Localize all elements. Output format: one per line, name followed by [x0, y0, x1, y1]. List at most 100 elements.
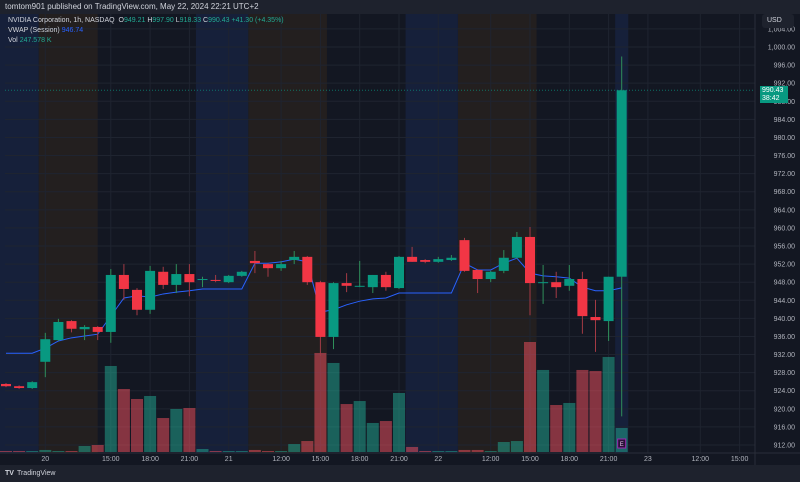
candle-body [249, 260, 260, 264]
volume-bar [262, 451, 274, 452]
candle [145, 265, 156, 314]
volume-value: 247.578 K [19, 37, 52, 44]
candle-body [341, 283, 352, 286]
candle-body [315, 282, 326, 337]
candle [197, 276, 208, 288]
high-label: H [147, 17, 153, 24]
tradingview-logo[interactable]: TV [5, 470, 14, 477]
volume-bar [288, 444, 301, 452]
time-tick-label: 12:00 [692, 456, 710, 463]
candle [184, 264, 195, 297]
price-tick-label: 964.00 [774, 207, 796, 214]
candle [105, 269, 116, 343]
volume-bar [275, 451, 288, 452]
candle [407, 246, 418, 262]
candle-body [53, 321, 64, 341]
candle [525, 227, 535, 316]
tradingview-brand[interactable]: TradingView [16, 470, 56, 477]
price-tick-label: 940.00 [774, 316, 796, 323]
vwap-label[interactable]: VWAP (Session) [8, 27, 60, 34]
volume-bar [13, 451, 26, 452]
price-tick-label: 928.00 [774, 370, 796, 377]
candle [40, 332, 51, 378]
volume-bar [144, 395, 157, 452]
candle [459, 237, 470, 272]
volume-bar [52, 451, 65, 452]
candle-body [276, 264, 287, 269]
price-tick-label: 912.00 [774, 443, 796, 450]
price-tick-label: 996.00 [774, 63, 796, 70]
volume-bar [327, 362, 340, 452]
candle [66, 320, 77, 333]
candle-body [197, 279, 208, 281]
candle-body [302, 256, 313, 283]
candle-body [459, 240, 470, 271]
candle-body [328, 283, 339, 337]
candle [380, 271, 391, 291]
time-tick-label: 15:00 [312, 456, 330, 463]
currency-button[interactable]: USD [762, 14, 794, 28]
candle-body [210, 279, 221, 281]
candle [1, 383, 11, 388]
candle-body [511, 236, 522, 258]
candle-body [132, 289, 142, 310]
price-tick-label: 920.00 [774, 406, 796, 413]
ohlc-row: NVIDIA Corporation, 1h, NASDAQ O949.21 H… [8, 16, 284, 26]
candle-body [158, 271, 169, 285]
candle [446, 255, 457, 261]
last-price: 990.43 [762, 87, 784, 94]
price-tick-label: 948.00 [774, 280, 796, 287]
candle [27, 381, 38, 389]
volume-bar [340, 404, 353, 452]
price-tick-label: 936.00 [774, 334, 796, 341]
volume-bar [209, 451, 222, 452]
volume-bar [432, 451, 445, 452]
price-tick-label: 984.00 [774, 117, 796, 124]
volume-bar [196, 448, 209, 452]
footer: TV TradingView [0, 465, 800, 482]
candle-body [92, 326, 103, 332]
price-tick-label: 956.00 [774, 244, 796, 251]
session-pre-band [0, 14, 39, 453]
symbol-title[interactable]: NVIDIA Corporation, 1h, NASDAQ [8, 17, 115, 24]
candle [132, 288, 142, 316]
candle-body [223, 275, 234, 283]
time-tick-label: 21:00 [600, 456, 618, 463]
time-tick-label: 21 [225, 456, 233, 463]
candle [315, 280, 326, 356]
volume-bar [78, 445, 91, 452]
time-tick-label: 21:00 [181, 456, 199, 463]
candle-body [236, 271, 247, 276]
volume-bar [366, 422, 379, 452]
candle [158, 266, 169, 289]
volume-bar [26, 451, 39, 452]
low-label: L [175, 17, 180, 24]
time-tick-label: 23 [644, 456, 652, 463]
time-tick-label: 15:00 [102, 456, 120, 463]
vwap-row: VWAP (Session) 946.74 [8, 26, 284, 36]
volume-bar [563, 402, 576, 452]
change-value: +41.30 (+4.35%) [231, 17, 284, 24]
volume-bar [537, 369, 550, 452]
candle-body [616, 90, 627, 277]
volume-bar [589, 371, 602, 452]
time-tick-label: 12:00 [482, 456, 500, 463]
time-tick-label: 21:00 [390, 456, 408, 463]
chart-pane[interactable] [0, 14, 800, 465]
time-tick-label: 20 [41, 456, 49, 463]
candle [472, 269, 483, 294]
candle [498, 250, 509, 274]
candle [289, 250, 300, 265]
price-tick-label: 980.00 [774, 135, 796, 142]
price-tick-label: 960.00 [774, 225, 796, 232]
candle [14, 385, 25, 389]
close-value: 990.43 [208, 17, 230, 24]
volume-bar [65, 451, 78, 452]
session-post-band [248, 14, 327, 453]
candle [577, 271, 588, 334]
price-tick-label: 944.00 [774, 298, 796, 305]
volume-bar [248, 449, 261, 452]
volume-label[interactable]: Vol [8, 37, 18, 44]
price-tick-label: 976.00 [774, 153, 796, 160]
